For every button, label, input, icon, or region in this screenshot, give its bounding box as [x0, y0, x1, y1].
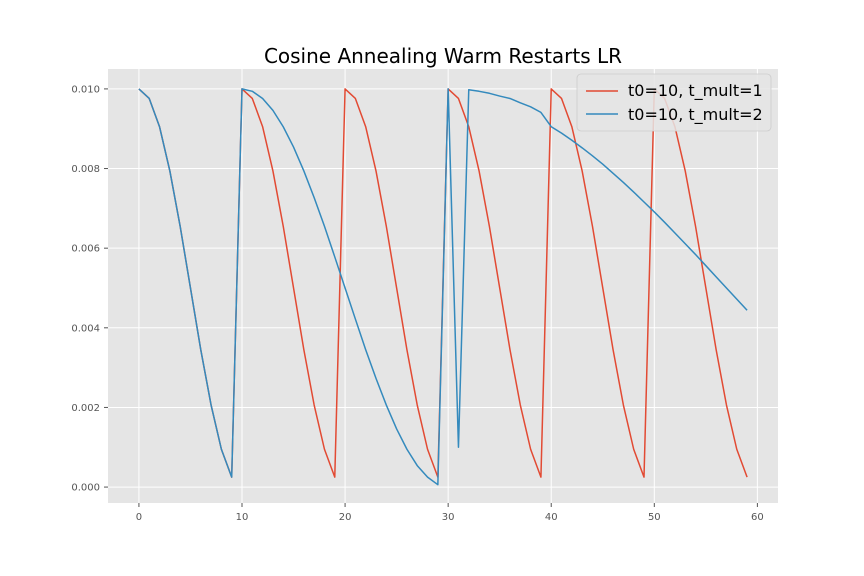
x-tick-label: 20 — [339, 512, 352, 523]
grid — [108, 69, 778, 503]
y-tick-label: 0.002 — [71, 403, 100, 414]
y-tick-label: 0.006 — [71, 244, 100, 255]
y-tick-label: 0.008 — [71, 164, 100, 175]
x-tick-label: 60 — [751, 512, 764, 523]
series-line-2 — [138, 88, 748, 486]
legend-label: t0=10, t_mult=1 — [628, 81, 763, 101]
legend-box — [576, 73, 772, 132]
x-tick-label: 30 — [442, 512, 455, 523]
x-tick-label: 0 — [136, 512, 142, 523]
y-axis: 0.000 0.002 0.004 0.006 0.008 0.010 — [71, 84, 108, 494]
x-tick-label: 50 — [648, 512, 661, 523]
legend: t0=10, t_mult=1 t0=10, t_mult=2 — [576, 73, 772, 132]
y-tick-label: 0.010 — [71, 84, 100, 95]
series-lines — [138, 88, 748, 486]
y-tick-label: 0.004 — [71, 323, 100, 334]
y-tick-label: 0.000 — [71, 483, 100, 494]
legend-label: t0=10, t_mult=2 — [628, 105, 763, 125]
chart-title: Cosine Annealing Warm Restarts LR — [264, 44, 622, 68]
x-axis: 0 10 20 30 40 50 60 — [136, 503, 764, 523]
x-tick-label: 40 — [545, 512, 558, 523]
x-tick-label: 10 — [236, 512, 249, 523]
